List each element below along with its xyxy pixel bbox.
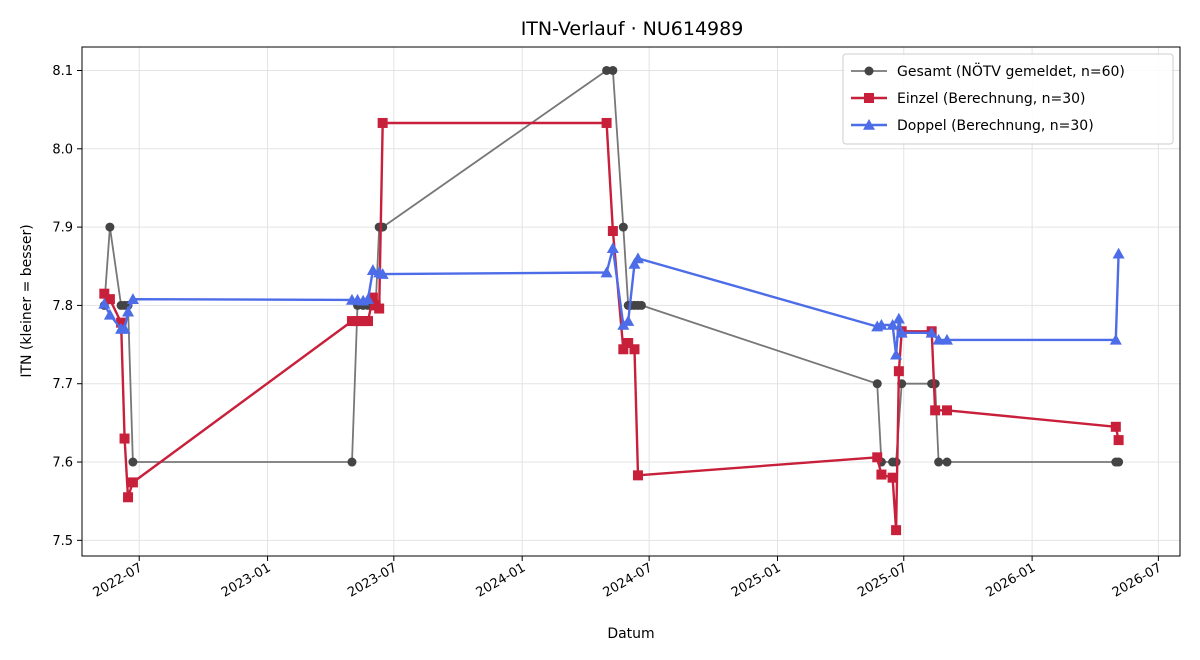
series-line [103,247,1120,356]
data-point [876,469,887,480]
legend-entry: Doppel (Berechnung, n=30) [851,118,1094,134]
data-point [890,348,903,360]
data-point [872,452,883,463]
data-point [123,492,134,503]
data-point [363,316,374,327]
y-axis-label: ITN (kleiner = besser) [19,224,35,377]
data-point [891,525,902,536]
data-point [122,305,135,317]
x-tick-label: 2026-01 [984,560,1039,600]
data-point [942,405,953,416]
x-tick-label: 2025-07 [855,560,910,600]
data-point [347,457,357,467]
legend-label: Einzel (Berechnung, n=30) [897,91,1086,107]
plot-frame [81,46,1181,557]
data-point [632,470,643,481]
data-point [346,316,357,327]
x-axis-label: Datum [607,626,654,642]
data-point [631,252,644,264]
x-tick-label: 2023-07 [345,560,400,600]
data-point [623,338,634,349]
data-point [601,117,612,128]
legend-marker [864,93,874,103]
data-point [941,333,954,345]
x-tick-label: 2025-01 [729,560,784,600]
x-tick-label: 2022-07 [91,560,146,600]
legend: Gesamt (NÖTV gemeldet, n=60) Einzel (Bere… [842,53,1174,145]
data-point [892,312,905,324]
data-point [99,288,110,299]
data-point [606,242,619,254]
data-point [1114,457,1124,467]
data-point [376,268,389,279]
data-point [119,433,130,444]
y-tick-label: 7.8 [52,299,73,314]
y-tick-label: 7.7 [52,377,73,392]
series-line [103,121,1120,532]
data-point [636,300,646,310]
data-point [105,222,115,232]
data-point [1110,421,1121,432]
data-point [932,333,945,345]
legend-marker [864,66,874,76]
data-point [628,257,641,269]
legend-entry: Einzel (Berechnung, n=30) [851,91,1086,107]
data-point [1112,247,1125,259]
legend-label: Doppel (Berechnung, n=30) [897,118,1094,134]
legend-marker [863,119,875,130]
y-tick-label: 8.0 [52,142,73,157]
data-point [128,457,138,467]
data-point [893,366,904,377]
data-point [942,457,952,467]
data-point [600,266,613,278]
data-point [1109,333,1122,345]
data-point [934,457,944,467]
legend-entry: Gesamt (NÖTV gemeldet, n=60) [851,62,1125,80]
data-point [377,117,388,128]
data-point [886,318,899,330]
series-layer [98,65,1125,536]
y-tick-label: 7.5 [52,534,73,549]
x-tick-label: 2024-07 [601,560,656,600]
data-point [103,308,116,320]
data-point [875,318,888,330]
data-point [352,316,363,327]
y-tick-label: 8.1 [52,64,73,79]
data-point [362,293,375,304]
legend-label: Gesamt (NÖTV gemeldet, n=60) [897,62,1125,80]
legend-box [842,53,1174,145]
data-point [366,264,379,275]
data-point [887,472,898,483]
x-tick-label: 2026-07 [1110,560,1165,600]
data-point [930,405,941,416]
data-point [1113,435,1124,446]
data-point [622,315,635,326]
data-point [118,322,131,334]
x-tick-label: 2024-01 [474,560,529,600]
data-point [925,326,938,338]
data-point [629,344,640,355]
data-point [374,303,385,314]
data-point [608,65,618,75]
x-tick-label: 2023-01 [219,560,274,600]
data-point [104,294,115,305]
data-point [126,293,139,304]
y-tick-label: 7.9 [52,221,73,236]
data-point [98,297,111,309]
data-point [367,292,378,303]
data-point [602,65,612,75]
series-2 [99,117,1124,536]
chart-title: ITN-Verlauf · NU614989 [521,18,744,40]
data-point [127,477,138,488]
data-point [618,222,628,232]
series-3 [98,242,1125,360]
y-tick-label: 7.6 [52,456,73,471]
data-point [895,326,908,338]
data-point [607,226,618,237]
data-point [872,379,882,389]
data-point [618,344,629,355]
data-point [116,317,127,328]
